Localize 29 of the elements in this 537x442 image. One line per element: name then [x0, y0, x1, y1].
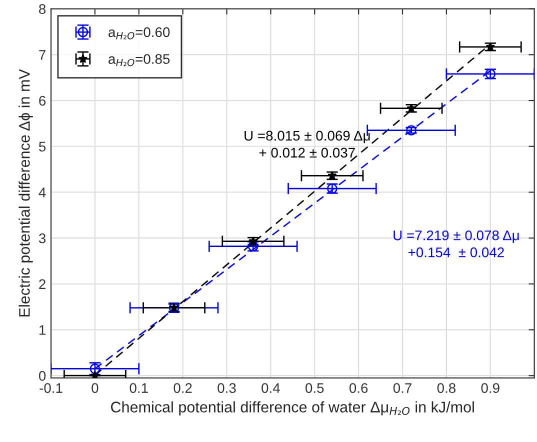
x-tick-label: 0.1: [130, 383, 148, 393]
annotation: U =7.219 ± 0.078 Δμ +0.154 ± 0.042: [394, 230, 519, 258]
y-tick-label: 4: [38, 188, 46, 198]
annotation: U =8.015 ± 0.069 Δμ + 0.012 ± 0.037: [244, 130, 370, 158]
legend-label: a$_{H₂O}$=0.60: [108, 27, 170, 40]
y-tick-label: 0: [38, 370, 46, 381]
y-tick-label: 7: [39, 50, 46, 60]
y-tick-label: 2: [39, 279, 46, 289]
y-tick-label: 1: [39, 325, 46, 335]
x-tick-label: 0.5: [306, 383, 324, 393]
x-tick-label: -0.1: [40, 383, 62, 393]
x-tick-label: 0: [92, 383, 98, 393]
x-tick-label: 0.3: [218, 383, 236, 393]
point: [328, 170, 337, 180]
x-tick-label: 0.6: [349, 383, 368, 393]
x-tick-label: 0.8: [437, 383, 456, 393]
x-tick-label: 0.2: [174, 383, 192, 393]
y-axis-title: Electric potential difference Δϕ in mV: [18, 69, 33, 316]
legend-label: a$_{H₂O}$=0.85: [108, 54, 170, 66]
x-tick-label: 0.7: [393, 383, 412, 393]
y-tick-label: 8: [39, 4, 46, 14]
x-tick-label: 0.9: [481, 383, 500, 393]
y-tick-label: 5: [38, 142, 46, 152]
y-tick-label: 3: [38, 233, 46, 244]
x-tick-label: 0.4: [262, 383, 280, 393]
point: [90, 364, 100, 374]
y-tick-label: 6: [39, 96, 46, 106]
point: [90, 370, 100, 378]
x-axis-title: Chemical potential difference of water Δμ$_{H₂O}$ in kJ/mol: [111, 401, 474, 416]
